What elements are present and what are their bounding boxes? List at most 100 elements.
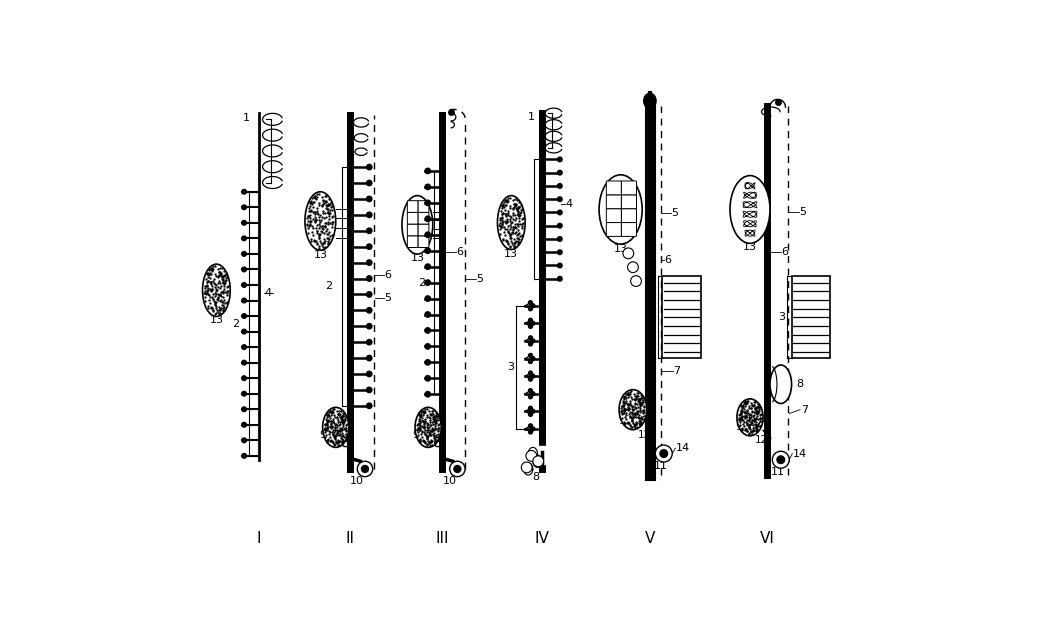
Text: 13: 13 (410, 253, 424, 263)
Circle shape (367, 276, 372, 281)
Circle shape (557, 210, 562, 214)
Text: 10: 10 (442, 476, 457, 486)
Circle shape (655, 445, 672, 462)
Text: 13: 13 (743, 242, 757, 252)
Circle shape (557, 170, 562, 175)
Circle shape (425, 264, 431, 269)
Circle shape (241, 376, 247, 381)
Text: 6: 6 (456, 247, 462, 257)
Circle shape (521, 462, 533, 473)
Text: V: V (644, 531, 655, 546)
Circle shape (557, 184, 562, 188)
Circle shape (557, 237, 562, 242)
Text: 7: 7 (800, 404, 808, 415)
Circle shape (425, 200, 431, 206)
Circle shape (528, 406, 533, 410)
Circle shape (528, 424, 533, 428)
FancyBboxPatch shape (418, 201, 428, 213)
Circle shape (528, 342, 533, 346)
Ellipse shape (323, 408, 349, 447)
Ellipse shape (415, 408, 441, 447)
Circle shape (241, 345, 247, 350)
Circle shape (241, 360, 247, 365)
Ellipse shape (402, 196, 433, 254)
Circle shape (623, 248, 634, 259)
FancyBboxPatch shape (792, 277, 830, 358)
Text: 12: 12 (638, 430, 651, 440)
Circle shape (367, 355, 372, 361)
Circle shape (530, 321, 535, 325)
Circle shape (557, 277, 562, 281)
Circle shape (528, 413, 533, 416)
Circle shape (367, 228, 372, 233)
Text: 2: 2 (325, 281, 333, 291)
Text: 9: 9 (618, 416, 625, 426)
Circle shape (425, 169, 431, 174)
Ellipse shape (497, 196, 525, 250)
Circle shape (367, 387, 372, 392)
Circle shape (241, 298, 247, 303)
Text: 4: 4 (265, 288, 272, 298)
Circle shape (530, 374, 535, 378)
FancyBboxPatch shape (407, 201, 418, 213)
Circle shape (241, 236, 247, 241)
FancyBboxPatch shape (606, 195, 622, 209)
Circle shape (530, 392, 535, 396)
Text: 3: 3 (507, 362, 514, 372)
Circle shape (425, 360, 431, 365)
Circle shape (425, 280, 431, 286)
Circle shape (530, 357, 535, 360)
Circle shape (528, 336, 533, 340)
Ellipse shape (730, 175, 770, 243)
Text: III: III (435, 531, 449, 546)
Circle shape (241, 221, 247, 225)
Circle shape (773, 451, 789, 468)
FancyBboxPatch shape (622, 195, 637, 209)
Circle shape (367, 340, 372, 345)
Circle shape (627, 262, 639, 272)
FancyBboxPatch shape (662, 277, 701, 358)
Text: 9: 9 (319, 430, 326, 440)
Circle shape (530, 409, 535, 413)
Circle shape (533, 456, 543, 467)
Text: II: II (345, 531, 354, 546)
Text: 5: 5 (799, 207, 806, 217)
Text: 5: 5 (672, 208, 678, 218)
Circle shape (528, 371, 533, 375)
Circle shape (528, 325, 533, 328)
FancyBboxPatch shape (622, 209, 637, 223)
Circle shape (241, 282, 247, 287)
Circle shape (557, 157, 562, 162)
Circle shape (367, 244, 372, 249)
FancyBboxPatch shape (418, 213, 428, 224)
Ellipse shape (644, 93, 656, 109)
Text: 7: 7 (673, 366, 680, 376)
Circle shape (528, 353, 533, 357)
Circle shape (241, 189, 247, 194)
Circle shape (557, 263, 562, 268)
FancyBboxPatch shape (407, 213, 418, 224)
Text: 2: 2 (418, 277, 425, 287)
Circle shape (777, 456, 784, 464)
FancyBboxPatch shape (606, 223, 622, 237)
Circle shape (530, 304, 535, 308)
Circle shape (425, 232, 431, 238)
Circle shape (425, 184, 431, 189)
Text: 2: 2 (518, 214, 525, 224)
Circle shape (241, 314, 247, 318)
Text: 13: 13 (613, 243, 627, 253)
Circle shape (367, 371, 372, 377)
Circle shape (630, 276, 641, 286)
Circle shape (367, 164, 372, 170)
Text: 6: 6 (781, 247, 788, 257)
Circle shape (361, 465, 369, 472)
Text: 5: 5 (384, 293, 391, 303)
Ellipse shape (737, 399, 763, 436)
Circle shape (425, 343, 431, 349)
Circle shape (454, 465, 461, 472)
Circle shape (367, 212, 372, 218)
Circle shape (367, 196, 372, 202)
Circle shape (425, 392, 431, 397)
Circle shape (425, 312, 431, 317)
Ellipse shape (305, 192, 336, 250)
